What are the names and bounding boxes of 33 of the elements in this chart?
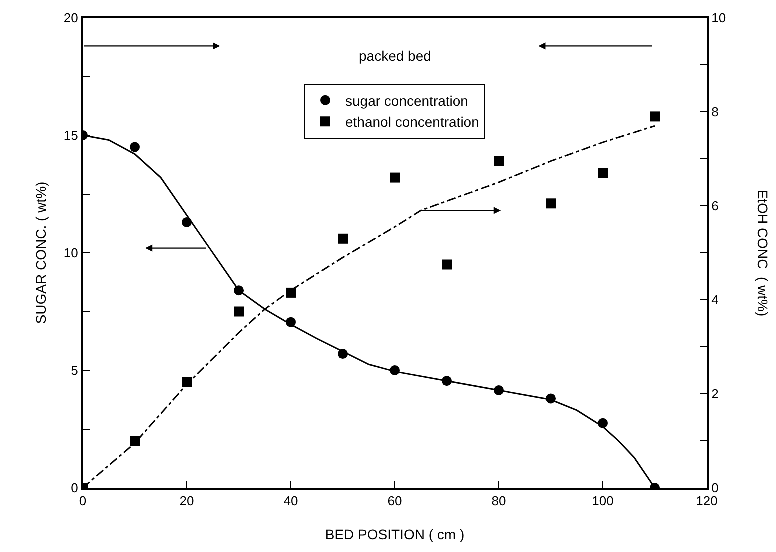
point xyxy=(598,168,608,178)
x-tick-label: 40 xyxy=(284,494,298,509)
annotation: packed bed xyxy=(359,48,432,64)
x-tick-label: 100 xyxy=(592,494,614,509)
y-tick-label: 0 xyxy=(71,480,78,496)
y-tick-label: 15 xyxy=(64,128,78,144)
y2-tick-label: 4 xyxy=(712,292,719,308)
x-tick-label: 120 xyxy=(696,494,718,509)
point xyxy=(650,112,660,122)
point xyxy=(130,142,140,152)
point xyxy=(442,260,452,270)
x-tick-label: 60 xyxy=(388,494,402,509)
point xyxy=(390,172,400,183)
x-tick-label: 80 xyxy=(492,494,506,509)
point xyxy=(494,156,504,166)
x-axis-title: BED POSITION ( cm ) xyxy=(325,526,465,542)
y-tick-label: 5 xyxy=(71,363,78,378)
point xyxy=(234,306,244,317)
y-tick-label: 10 xyxy=(64,246,78,261)
x-tick-label: 20 xyxy=(180,494,194,509)
y2-tick-label: 8 xyxy=(712,104,719,120)
y-axis-title: SUGAR CONC. ( wt%) xyxy=(33,182,50,324)
y2-tick-label: 6 xyxy=(712,198,719,214)
y2-tick-label: 0 xyxy=(712,480,719,496)
y-tick-label: 20 xyxy=(64,10,78,26)
point xyxy=(130,436,140,446)
y2-tick-label: 10 xyxy=(712,10,726,26)
y2-tick-label: 2 xyxy=(712,386,719,402)
y2-axis-title: EtOH CONC ( wt%) xyxy=(755,190,772,317)
point xyxy=(338,234,348,244)
legend-label: ethanol concentration xyxy=(346,114,480,130)
point xyxy=(546,198,556,209)
legend-label: sugar concentration xyxy=(346,92,468,109)
